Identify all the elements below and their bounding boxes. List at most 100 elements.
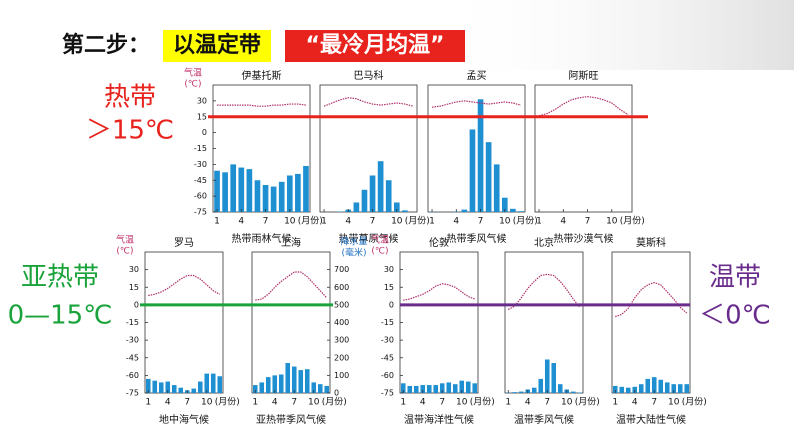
precipitation-bar — [619, 386, 625, 393]
y-tick-label: 0 — [134, 300, 139, 309]
precipitation-bar — [671, 384, 677, 393]
x-tick-label: 4 — [238, 217, 244, 227]
x-tick-label: 10 — [284, 217, 296, 227]
precipitation-bar — [238, 167, 245, 212]
plot-frame — [144, 251, 224, 394]
precipitation-bar — [204, 373, 210, 393]
y-tick-label: -75 — [194, 208, 207, 217]
precipitation-bar — [570, 391, 576, 393]
precipitation-bar — [254, 180, 261, 212]
chart-title: 伦敦 — [429, 236, 449, 249]
y-tick-label: -30 — [381, 336, 394, 345]
y-tick-label: -45 — [194, 176, 207, 185]
y-axis-label: (℃) — [184, 80, 201, 90]
x-tick-label: 4 — [525, 398, 531, 408]
y2-tick-label: 700 — [334, 265, 349, 274]
precipitation-bar — [493, 164, 500, 212]
zone-threshold: ＜0℃ — [699, 301, 771, 331]
y2-tick-label: 500 — [334, 300, 349, 309]
precipitation-bar — [311, 382, 317, 393]
y-tick-label: 15 — [129, 283, 139, 292]
precipitation-bar — [518, 211, 524, 212]
precipitation-bar — [439, 383, 445, 393]
x-tick-label: 7 — [544, 398, 550, 408]
x-tick-label: 7 — [184, 398, 190, 408]
chart-caption: 热带雨林气候 — [232, 232, 292, 245]
temperature-line — [148, 274, 221, 297]
precipitation-bar — [377, 161, 384, 212]
x-tick-label: 10 — [561, 398, 573, 408]
y-tick-label: -60 — [194, 192, 207, 201]
precipitation-bar — [664, 382, 670, 393]
y-tick-label: 30 — [129, 265, 139, 274]
method-highlight — [163, 30, 271, 62]
precipitation-bar — [651, 377, 657, 393]
x-tick-label: 10 — [308, 398, 320, 408]
y-tick-label: -15 — [126, 318, 139, 327]
precipitation-bar — [178, 387, 184, 393]
x-tick-label: 1 — [536, 217, 542, 227]
chart-title: 伊基托斯 — [242, 69, 282, 82]
precipitation-bar — [518, 391, 524, 393]
y2-tick-label: 0 — [334, 389, 339, 398]
precipitation-bar — [361, 189, 368, 212]
method-label: 以温定带 — [173, 32, 261, 58]
precipitation-bar — [433, 385, 439, 393]
x-tick-label: 4 — [272, 398, 278, 408]
precipitation-bar — [645, 378, 651, 393]
y-tick-label: -75 — [126, 389, 139, 398]
x-tick-label: 10 — [391, 217, 403, 227]
x-tick-label: 10 — [668, 398, 680, 408]
chart-title: 罗马 — [174, 237, 194, 249]
precipitation-bar — [459, 380, 465, 393]
y-tick-label: -15 — [381, 318, 394, 327]
x-tick-label: 1 — [400, 398, 406, 408]
precipitation-bar — [295, 173, 301, 212]
precipitation-bar — [544, 359, 550, 393]
plot-frame — [611, 251, 691, 394]
precipitation-bar — [501, 197, 508, 212]
precipitation-bar — [369, 175, 376, 212]
y2-tick-label: 300 — [334, 336, 349, 345]
temperature-line — [431, 100, 522, 108]
y-tick-label: -15 — [194, 144, 207, 153]
precipitation-bar — [191, 388, 197, 393]
x-tick-label: 1 — [429, 217, 435, 227]
precipitation-bar — [353, 202, 360, 212]
precipitation-bar — [426, 385, 432, 393]
chart-caption: 热带草原气候 — [339, 232, 399, 245]
precipitation-bar — [393, 202, 400, 212]
precipitation-bar — [485, 142, 492, 212]
chart-title: 上海 — [281, 236, 301, 249]
precipitation-bar — [446, 382, 452, 393]
precipitation-bar — [317, 384, 323, 393]
chart-caption: 温带大陆性气候 — [616, 413, 686, 426]
y-tick-label: -75 — [381, 389, 394, 398]
y-tick-label: 15 — [384, 283, 394, 292]
precipitation-bar — [304, 369, 310, 393]
precipitation-bar — [557, 384, 563, 393]
temperature-line — [538, 96, 629, 117]
precipitation-bar — [465, 381, 471, 393]
y2-tick-label: 100 — [334, 371, 349, 380]
criterion-highlight — [285, 30, 465, 62]
precipitation-bar — [551, 363, 557, 393]
x-unit-label: (月份) — [322, 396, 347, 408]
x-tick-label: 4 — [560, 217, 566, 227]
x-tick-label: 7 — [478, 217, 484, 227]
x-tick-label: 1 — [252, 398, 258, 408]
precipitation-bar — [407, 385, 413, 393]
y2-axis-label: 降水量 — [340, 236, 367, 248]
precipitation-bar — [165, 381, 171, 393]
precipitation-bar — [222, 172, 228, 212]
x-unit-label: (月份) — [405, 215, 430, 227]
x-unit-label: (月份) — [620, 215, 645, 227]
precipitation-bar — [400, 383, 406, 393]
precipitation-bar — [262, 185, 269, 212]
x-tick-label: 1 — [214, 217, 220, 227]
precipitation-bar — [278, 374, 284, 393]
